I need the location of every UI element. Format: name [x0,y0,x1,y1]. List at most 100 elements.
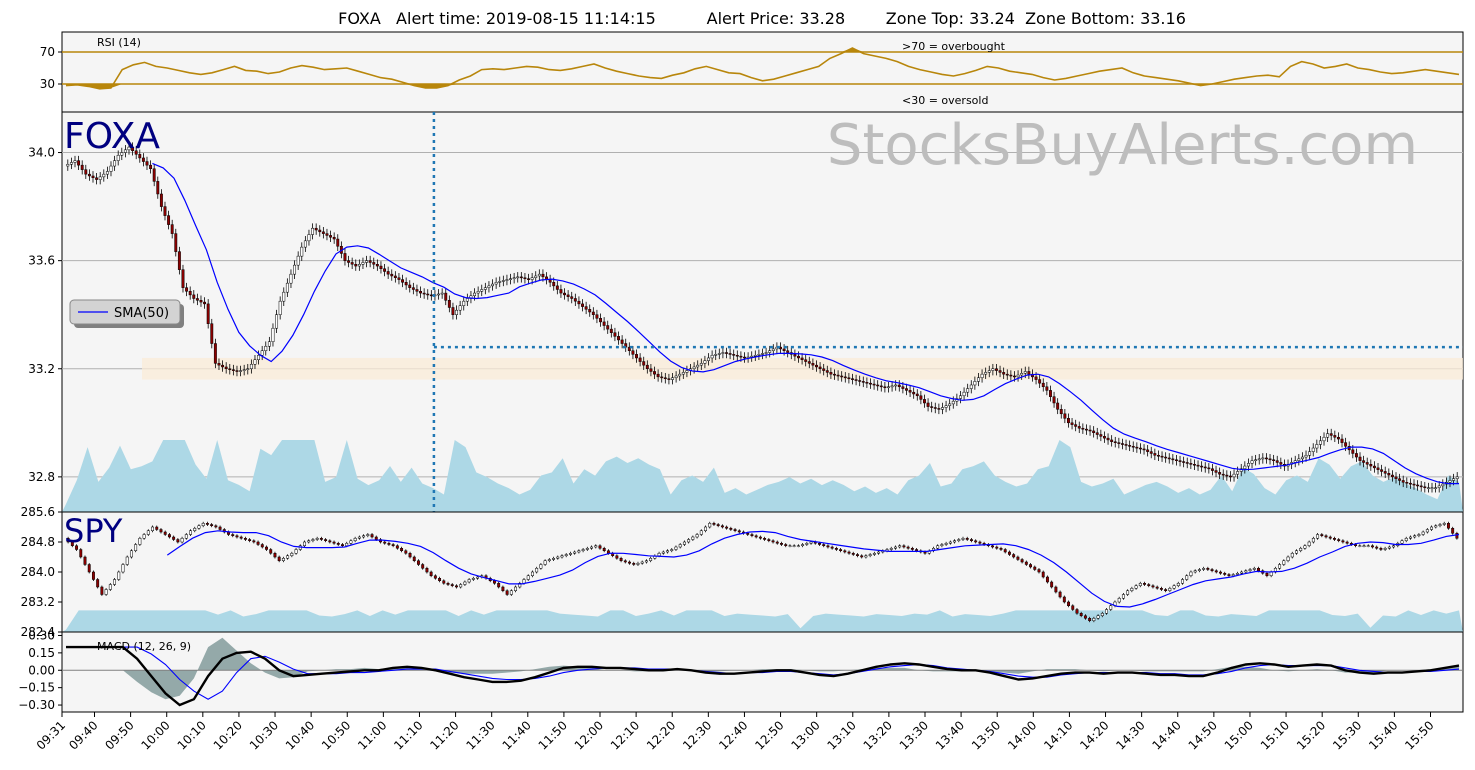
spy-candle-body [256,541,260,545]
foxa-candle-body [512,277,516,280]
foxa-candle-body [1063,413,1067,419]
foxa-candle-body [199,300,203,303]
time-tick-label: 13:20 [861,718,895,752]
spy-candle-body [1058,591,1062,598]
foxa-candle-body [804,359,808,362]
foxa-candle-body [1077,426,1081,429]
spy-candle-body [556,556,560,559]
spy-candle-body [231,534,235,536]
foxa-candle-body [1228,475,1232,478]
foxa-candle-body [1362,460,1366,463]
time-tick-label: 15:20 [1294,718,1328,752]
foxa-candle-body [1020,373,1024,376]
spy-candle-body [1387,546,1391,549]
spy-candle-body [733,529,737,531]
foxa-candle-body [1196,464,1200,467]
time-tick-label: 14:40 [1150,718,1184,752]
foxa-candle-body [487,285,491,288]
foxa-candle-body [1369,464,1373,467]
foxa-candle-body [685,370,689,373]
spy-candle-body [417,560,420,565]
spy-candle-body [792,545,796,547]
foxa-candle-body [87,173,91,177]
spy-panel: SPY 282.4 283.2 284.0 284.8 285.6 [21,505,1464,639]
foxa-candle-body [1261,457,1265,460]
time-tick-label: 11:20 [427,718,461,752]
time-tick-label: 12:20 [644,718,678,752]
foxa-candle-body [667,378,671,380]
foxa-candle-body [861,381,865,383]
spy-candle-body [991,545,995,548]
foxa-candle-body [206,303,210,324]
time-tick-label: 14:10 [1041,718,1075,752]
spy-candle-body [1202,568,1206,570]
spy-candle-body [573,551,577,554]
spy-candle-body [446,583,450,585]
spy-candle-body [425,568,429,573]
foxa-candle-body [1178,460,1182,462]
foxa-candle-body [213,343,217,364]
foxa-candle-body [991,368,995,371]
spy-candle-body [539,564,543,569]
foxa-candle-body [1300,456,1304,460]
spy-candle-body [235,535,239,538]
foxa-candle-body [1056,402,1060,410]
spy-candle-body [1214,570,1218,573]
spy-candle-body [644,560,648,563]
spy-candle-body [632,563,636,565]
foxa-candle-body [1182,461,1186,463]
foxa-candle-body [876,384,880,387]
foxa-candle-body [516,276,520,279]
foxa-candle-body [480,289,484,292]
spy-candle-body [269,549,273,554]
sma-legend-label: SMA(50) [114,306,169,321]
foxa-candle-body [599,318,602,323]
spy-candle-body [159,529,163,533]
foxa-candle-body [836,374,840,377]
foxa-candle-body [577,300,581,305]
spy-candle-body [497,583,501,588]
foxa-candle-body [1455,476,1459,479]
foxa-candle-body [905,388,908,391]
rsi-panel-frame [61,31,1464,113]
foxa-candle-body [1383,471,1387,474]
spy-candle-body [197,525,201,529]
foxa-candle-body [426,293,430,296]
spy-candle-body [843,550,847,553]
time-tick-label: 10:30 [247,718,281,752]
spy-candle-body [1265,573,1269,576]
foxa-candle-body [257,354,261,360]
foxa-candle-body [1009,374,1013,377]
foxa-volume-area [62,440,1463,512]
foxa-candle-body [246,368,250,371]
foxa-symbol-label: FOXA [64,116,160,157]
spy-candle-body [1033,566,1037,570]
spy-candle-body [1269,571,1273,576]
time-tick-label: 11:10 [391,718,425,752]
foxa-candle-body [1236,471,1240,475]
spy-candle-body [826,545,830,548]
spy-candle-body [1143,583,1146,585]
spy-candle-body [978,541,982,544]
foxa-candle-body [375,264,379,267]
spy-candle-body [619,558,623,561]
foxa-candle-body [663,377,667,380]
spy-candle-body [1316,534,1320,539]
spy-candle-body [493,580,496,584]
foxa-candle-body [1131,445,1135,448]
spy-candle-body [818,543,821,545]
foxa-candle-body [1333,435,1337,438]
spy-candle-body [691,536,695,540]
spy-candle-body [442,580,446,584]
foxa-candle-body [217,363,221,366]
foxa-candle-body [840,375,844,378]
foxa-candle-body [566,294,570,297]
foxa-candle-body [919,395,923,400]
foxa-candle-body [1149,451,1153,454]
time-tick-label: 14:50 [1186,718,1220,752]
spy-candle-body [311,539,315,541]
time-tick-label: 13:00 [788,718,822,752]
spy-symbol-label: SPY [64,512,123,550]
spy-candle-body [522,579,526,584]
spy-candle-body [1223,573,1227,575]
